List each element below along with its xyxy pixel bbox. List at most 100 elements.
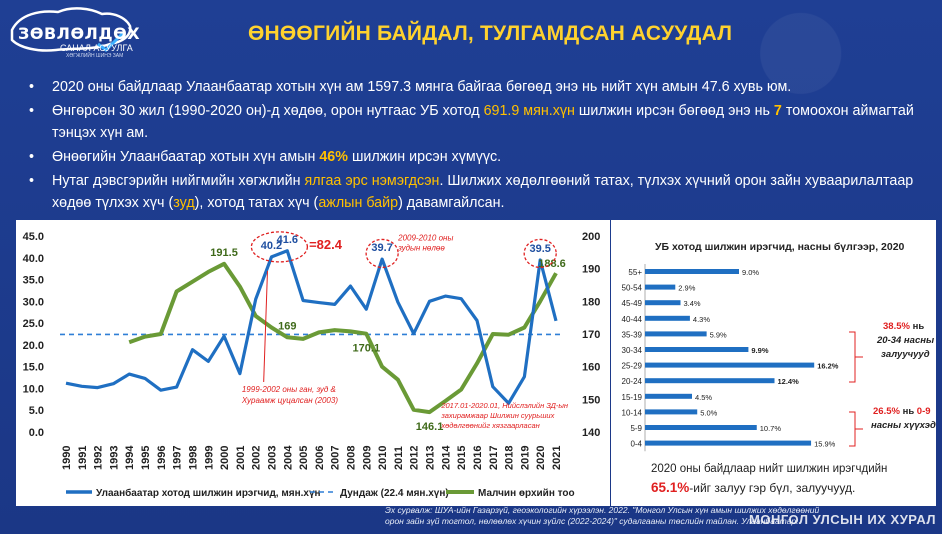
right-axis-tick: 200 — [582, 231, 600, 243]
right-axis-tick: 160 — [582, 362, 600, 374]
source-line-2: орон зайн зүй тогтол, нөлөөлөх хүчин зүй… — [385, 516, 799, 526]
x-axis-tick: 1997 — [172, 446, 184, 470]
mongolia-map-logo-icon — [10, 7, 132, 52]
legend-label: Малчин өрхийн тоо — [478, 488, 575, 499]
x-axis-tick: 2005 — [298, 446, 310, 470]
bar — [645, 331, 707, 337]
bracket — [849, 331, 863, 383]
left-axis-tick: 10.0 — [23, 383, 44, 395]
x-axis-tick: 2007 — [330, 446, 342, 470]
bracket — [849, 411, 863, 447]
x-axis-tick: 2018 — [504, 446, 516, 470]
data-label: 169 — [278, 320, 296, 332]
bullet-text: . Шилжих хөдөлгөөний татах, түлхэх хүчни… — [52, 173, 914, 211]
right-axis-tick: 190 — [582, 264, 600, 276]
bullet-text: 7 — [773, 103, 782, 119]
category-label: 15-19 — [622, 393, 643, 402]
x-axis-tick: 1995 — [140, 446, 152, 470]
highlight-circle — [365, 238, 399, 269]
right-axis-tick: 150 — [582, 394, 600, 406]
callout-text: нь — [910, 321, 924, 332]
data-label: 39.7 — [371, 242, 392, 254]
bar-chart-title: УБ хотод шилжин ирэгчид, насны бүлгээр, … — [655, 241, 905, 253]
x-axis-tick: 2013 — [425, 446, 437, 470]
category-label: 5-9 — [630, 424, 642, 433]
bar-chart-panel: УБ хотод шилжин ирэгчид, насны бүлгээр, … — [611, 220, 936, 506]
note-2017: хөдөлгөөнийг хязгаарласан — [440, 421, 539, 430]
x-axis-tick: 1996 — [156, 446, 168, 470]
x-axis-tick: 2016 — [472, 446, 484, 470]
annotation-arrow — [263, 270, 268, 383]
x-axis-tick: 2008 — [346, 446, 358, 470]
x-axis-tick: 2003 — [266, 446, 278, 470]
x-axis-tick: 2012 — [409, 446, 421, 470]
callout-children: 26.5% нь 0-9 — [873, 406, 931, 417]
callout-text: нь — [900, 406, 917, 417]
category-label: 50-54 — [622, 284, 643, 293]
bullet-item: Нутаг дэвсгэрийн нийгмийн хөгжлийн ялгаа… — [26, 170, 926, 214]
source-line-1: Эх сурвалж: ШУА-ийн Газарзүй, геоэкологи… — [385, 505, 820, 515]
value-label: 9.9% — [751, 346, 768, 355]
caption-line: 65.1%-ийг залуу гэр бүл, залуучууд. — [651, 480, 855, 495]
bullet-text: шилжин ирсэн хүмүүс. — [347, 149, 502, 165]
bar — [645, 362, 815, 368]
x-axis-tick: 2009 — [361, 446, 373, 470]
data-label: 170.1 — [353, 343, 381, 355]
x-axis-tick: 2001 — [235, 446, 247, 470]
x-axis-tick: 2000 — [219, 446, 231, 470]
callout-range: 0-9 — [917, 406, 931, 417]
left-axis-tick: 5.0 — [29, 405, 44, 417]
herder-households-line — [128, 261, 558, 415]
note-1999: Хураамж цуцалсан (2003) — [241, 396, 338, 405]
bar — [645, 300, 681, 306]
value-label: 2.9% — [678, 284, 695, 293]
value-label: 4.5% — [695, 393, 712, 402]
note-1999: 1999-2002 оны ган, зуд & — [242, 385, 336, 394]
left-axis-tick: 40.0 — [23, 253, 44, 265]
x-axis-tick: 2017 — [488, 446, 500, 470]
data-label: 41.6 — [277, 234, 298, 246]
category-label: 40-44 — [622, 315, 643, 324]
category-label: 0-4 — [630, 440, 642, 449]
caption-pct: 65.1% — [651, 480, 689, 495]
left-axis-tick: 45.0 — [23, 231, 44, 243]
data-label: 40.2 — [261, 240, 282, 252]
bullet-item: 2020 оны байдлаар Улаанбаатар хотын хүн … — [26, 76, 926, 98]
logo: ЗӨВЛӨЛДӨХ САНАЛ АСУУЛГА ХӨГЖЛИЙН ШИНЭ ЗА… — [6, 4, 140, 60]
right-axis-tick: 180 — [582, 296, 600, 308]
bullet-text: Өнгөрсөн 30 жил (1990-2020 он)-д хөдөө, … — [52, 103, 484, 119]
left-axis-tick: 35.0 — [23, 275, 44, 287]
category-label: 10-14 — [622, 408, 643, 417]
callout-pct: 26.5% — [873, 406, 900, 417]
bullet-text: ажлын байр — [318, 195, 399, 211]
data-label: 39.5 — [529, 243, 550, 255]
bar — [645, 409, 698, 415]
value-label: 5.0% — [700, 408, 717, 417]
data-label: 188.6 — [538, 258, 566, 270]
caption-text: -ийг залуу гэр бүл, залуучууд. — [689, 481, 855, 495]
footer-label: МОНГОЛ УЛСЫН ИХ ХУРАЛ — [749, 512, 936, 527]
bar — [645, 269, 739, 274]
bar — [645, 393, 692, 399]
x-axis-tick: 1992 — [93, 446, 105, 470]
category-label: 35-39 — [622, 330, 643, 339]
source-note: Эх сурвалж: ШУА-ийн Газарзүй, геоэкологи… — [385, 505, 942, 534]
highlight-circle — [250, 231, 309, 263]
x-axis-tick: 1991 — [77, 446, 89, 470]
bar — [645, 440, 812, 446]
value-label: 5.9% — [710, 330, 727, 339]
legend-label: Улаанбаатар хотод шилжин ирэгчид, мян.хү… — [96, 487, 321, 499]
x-axis-tick: 2020 — [535, 446, 547, 470]
bullet-text: зуд — [173, 195, 195, 211]
callout-youth: 38.5% нь — [883, 321, 924, 332]
x-axis-tick: 2011 — [393, 446, 405, 470]
bullet-text: ), хотод татах хүч ( — [194, 195, 319, 211]
right-axis-tick: 170 — [582, 329, 600, 341]
category-label: 30-34 — [622, 346, 643, 355]
bullet-text: 2020 оны байдлаар Улаанбаатар хотын хүн … — [52, 79, 792, 95]
age-group-bar-chart: УБ хотод шилжин ирэгчид, насны бүлгээр, … — [622, 241, 937, 495]
left-axis-tick: 30.0 — [23, 296, 44, 308]
data-label: 191.5 — [210, 247, 238, 259]
bar — [645, 378, 775, 384]
category-label: 55+ — [628, 268, 642, 277]
